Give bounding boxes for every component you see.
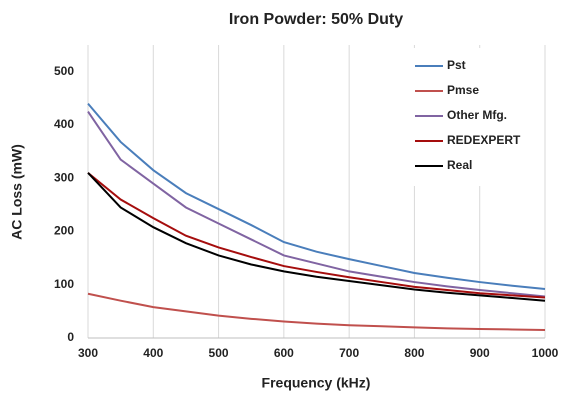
y-tick-label: 0: [67, 330, 74, 344]
x-tick-label: 300: [78, 346, 98, 360]
chart-title: Iron Powder: 50% Duty: [229, 11, 403, 28]
x-tick-label: 900: [470, 346, 490, 360]
y-axis-label: AC Loss (mW): [9, 144, 25, 240]
legend-label: REDEXPERT: [447, 133, 521, 147]
y-tick-label: 100: [54, 277, 74, 291]
y-tick-label: 300: [54, 170, 74, 184]
series-line: [87, 292, 546, 332]
legend-label: Other Mfg.: [447, 108, 507, 122]
series-line: [87, 172, 546, 299]
series-line: [87, 172, 546, 302]
x-tick-label: 500: [209, 346, 229, 360]
x-tick-label: 1000: [532, 346, 559, 360]
y-tick-label: 400: [54, 117, 74, 131]
x-tick-label: 800: [404, 346, 424, 360]
legend-label: Pst: [447, 58, 466, 72]
series-line: [87, 102, 546, 290]
x-axis-label: Frequency (kHz): [262, 375, 371, 391]
x-tick-label: 700: [339, 346, 359, 360]
y-tick-label: 200: [54, 224, 74, 238]
series-line: [87, 111, 546, 298]
legend-label: Pmse: [447, 83, 479, 97]
x-tick-label: 400: [143, 346, 163, 360]
x-tick-label: 600: [274, 346, 294, 360]
legend-label: Real: [447, 158, 472, 172]
y-tick-label: 500: [54, 64, 74, 78]
